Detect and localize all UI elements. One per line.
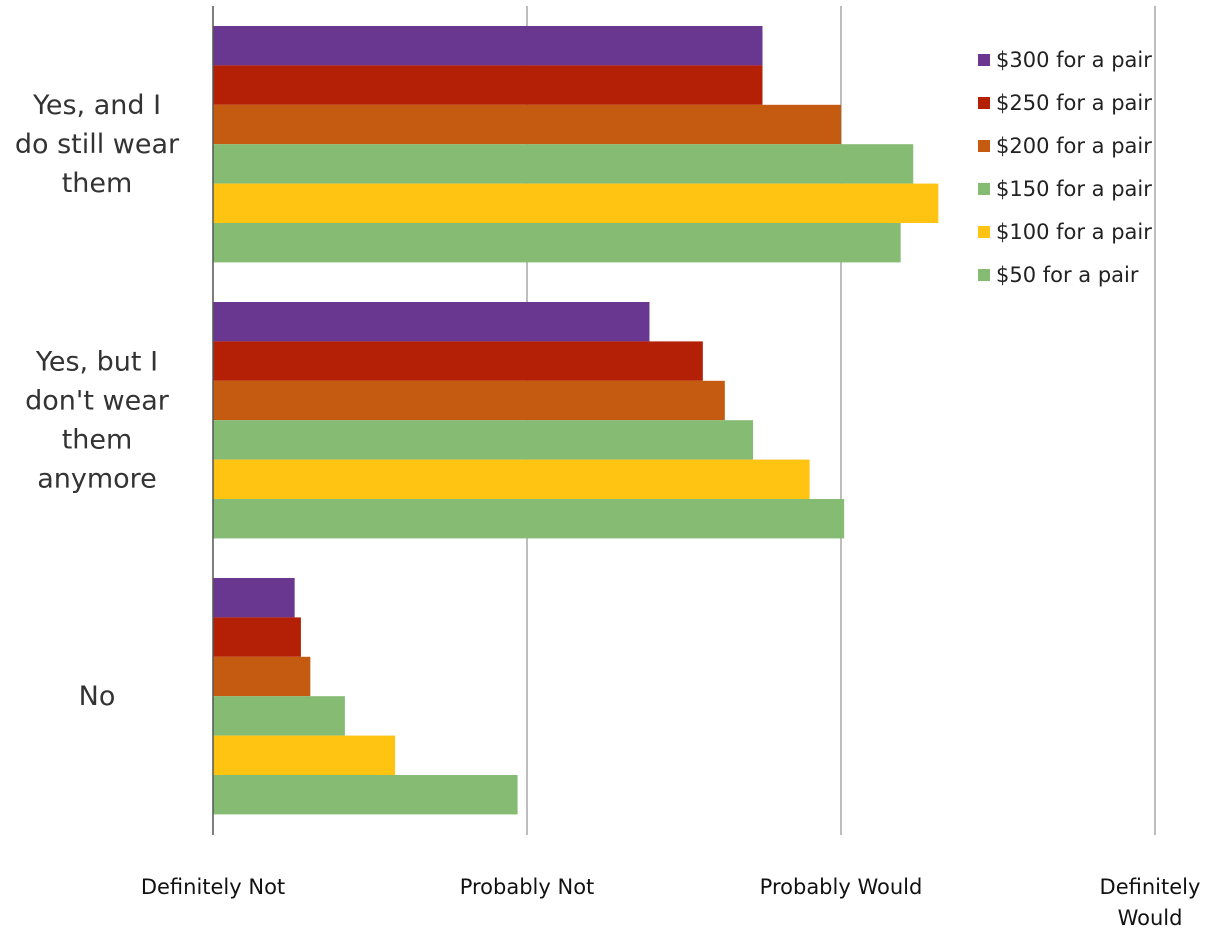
- x-tick-label-4: Definitely Would: [1100, 875, 1201, 930]
- bar-3-2: [213, 617, 301, 657]
- category-label-2: Yes, but I don't wear them anymore: [25, 346, 170, 494]
- category-label-line: anymore: [37, 463, 157, 494]
- x-tick-label-2: Probably Not: [460, 875, 595, 899]
- legend-swatch-1: [978, 54, 990, 66]
- bar-2-3: [213, 380, 725, 421]
- legend-swatch-5: [978, 226, 990, 238]
- category-label-line: No: [79, 681, 116, 712]
- x-tick-label-line: Definitely: [1100, 875, 1201, 899]
- legend: $300 for a pair $250 for a pair $200 for a…: [978, 48, 1152, 287]
- legend-swatch-2: [978, 97, 990, 109]
- bar-3-1: [213, 578, 295, 618]
- legend-label-1: $300 for a pair: [996, 48, 1152, 72]
- bar-2-6: [213, 499, 845, 539]
- category-label-3: No: [79, 681, 116, 712]
- category-label-line: don't wear: [25, 385, 170, 416]
- legend-swatch-6: [978, 269, 990, 281]
- bar-1-3: [213, 104, 841, 145]
- bar-2-2: [213, 341, 703, 381]
- x-tick-labels: Definitely Not Probably Not Probably Would…: [141, 875, 1201, 930]
- category-label-1: Yes, and I do still wear them: [15, 90, 180, 199]
- bar-1-5: [213, 183, 939, 223]
- bar-2-4: [213, 420, 754, 460]
- category-label-line: them: [62, 424, 133, 455]
- category-label-line: do still wear: [15, 129, 180, 160]
- category-label-line: Yes, but I: [35, 346, 158, 377]
- bar-1-2: [213, 65, 763, 105]
- bar-2-1: [213, 302, 650, 342]
- bar-3-5: [213, 735, 396, 775]
- legend-label-3: $200 for a pair: [996, 134, 1152, 158]
- bars: [213, 26, 939, 815]
- bar-2-5: [213, 459, 810, 499]
- legend-label-2: $250 for a pair: [996, 91, 1152, 115]
- bar-3-4: [213, 696, 345, 736]
- bar-3-6: [213, 775, 518, 815]
- legend-label-4: $150 for a pair: [996, 177, 1152, 201]
- legend-swatch-3: [978, 140, 990, 152]
- legend-swatch-4: [978, 183, 990, 195]
- x-tick-label-line: Probably Not: [460, 875, 595, 899]
- x-tick-label-line: Would: [1118, 906, 1183, 930]
- x-tick-label-line: Definitely Not: [141, 875, 285, 899]
- bar-1-4: [213, 144, 914, 184]
- category-label-line: Yes, and I: [32, 90, 161, 121]
- bar-3-3: [213, 656, 311, 697]
- x-tick-label-1: Definitely Not: [141, 875, 285, 899]
- category-label-line: them: [62, 168, 133, 199]
- legend-label-5: $100 for a pair: [996, 220, 1152, 244]
- x-tick-label-line: Probably Would: [760, 875, 923, 899]
- x-tick-label-3: Probably Would: [760, 875, 923, 899]
- category-labels: Yes, and I do still wear them Yes, but I don…: [15, 90, 180, 712]
- bar-1-6: [213, 223, 901, 263]
- bar-1-1: [213, 26, 763, 66]
- legend-label-6: $50 for a pair: [996, 263, 1139, 287]
